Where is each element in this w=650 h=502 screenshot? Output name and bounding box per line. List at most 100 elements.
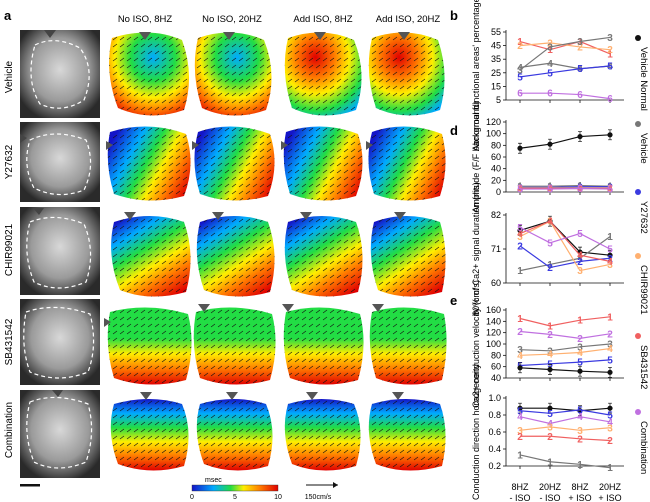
data-point-marker: 3: [607, 423, 613, 434]
data-point-marker: 1: [577, 316, 583, 327]
y-tick-label: 80: [491, 350, 501, 360]
y-tick-label: 0.2: [488, 461, 501, 471]
data-point-marker: 3: [607, 340, 613, 351]
data-point-marker: 1: [607, 463, 613, 474]
y-tick-label: 160: [486, 305, 501, 315]
series-line: [520, 407, 611, 412]
data-point-marker: 3: [577, 342, 583, 353]
data-point-marker: 6: [577, 90, 583, 101]
data-point-marker: 2: [547, 330, 553, 341]
legend-label-combination: Combination: [638, 421, 649, 474]
series-line: [519, 245, 611, 269]
data-point-marker: 3: [547, 346, 553, 357]
colorbar-tick-10: 10: [274, 494, 282, 501]
x-tick-2: 20HZ: [539, 482, 562, 492]
column-header-1: No ISO, 8HZ: [118, 14, 173, 25]
data-point-marker: 5: [607, 355, 613, 366]
series-line: [519, 359, 611, 367]
colorbar-gradient: [191, 484, 279, 492]
series-line: [519, 40, 611, 55]
data-point-marker: 4: [517, 351, 523, 362]
panel-label-b: b: [450, 8, 458, 23]
y-tick-label: 140: [486, 316, 501, 326]
error-bar: [608, 402, 612, 414]
data-point-marker: 3: [607, 33, 613, 44]
map-combination-3: [284, 392, 361, 471]
map-vehicle-1: [109, 32, 190, 116]
y-tick-label: 71: [491, 244, 501, 254]
data-point-marker: 3: [517, 345, 523, 356]
data-point-marker: 3: [607, 183, 613, 194]
legend-sb431542: SB431542: [635, 333, 649, 389]
y-tick-label: 100: [486, 339, 501, 349]
data-point-marker: 2: [517, 41, 523, 52]
data-point-marker: 3: [517, 232, 523, 243]
panel-label-a: a: [4, 8, 12, 23]
data-point-marker: 5: [547, 185, 553, 196]
error-bar: [608, 129, 612, 141]
map-sb431542-1: [104, 307, 192, 385]
error-bar: [548, 364, 552, 375]
x-axis-labels: 8HZ 20HZ 8HZ 20HZ - ISO - ISO + ISO + IS…: [509, 482, 621, 502]
error-bar: [518, 402, 522, 414]
data-point-marker: 2: [607, 45, 613, 56]
row-label-sb431542: SB431542: [4, 318, 15, 365]
data-point-marker: 2: [577, 42, 583, 53]
error-bar: [518, 142, 522, 154]
map-vehicle-2: [194, 32, 272, 116]
x-group-4: + ISO: [598, 493, 621, 502]
data-point-marker: 5: [577, 358, 583, 369]
data-point-marker: 1: [517, 266, 523, 277]
y-tick-label: 82: [491, 210, 501, 220]
data-point-marker: 6: [547, 89, 553, 100]
legend-label-vehicle: Vehicle: [638, 133, 649, 164]
legend: Vehicle Normal Vehicle Y27632 CHIR99021 …: [635, 35, 649, 474]
row-label-y27632: Y27632: [4, 144, 15, 179]
data-point-marker: 2: [577, 434, 583, 445]
map-sb431542-4: [369, 304, 447, 385]
y-tick-label: 100: [486, 129, 501, 139]
y-tick-label: 1.0: [488, 393, 501, 403]
y-axis-label: Abnormal functional areas' percentage (%…: [471, 0, 481, 151]
data-point-marker: 2: [547, 432, 553, 443]
x-tick-1: 8HZ: [511, 482, 529, 492]
data-point-marker: 3: [547, 422, 553, 433]
data-point-marker: 1: [607, 182, 613, 193]
data-point-marker: 6: [607, 94, 613, 105]
series-line: [519, 343, 611, 352]
data-point-marker: 1: [577, 37, 583, 48]
data-point-marker: 5: [517, 185, 523, 196]
x-tick-3: 8HZ: [571, 482, 589, 492]
data-point-marker: 4: [547, 217, 553, 228]
y-tick-label: 80: [491, 140, 501, 150]
y-tick-label: 60: [491, 152, 501, 162]
y-tick-label: 0: [496, 187, 501, 197]
data-point-marker: 3: [577, 426, 583, 437]
legend-label-chir99021: CHIR99021: [638, 265, 649, 315]
data-point-marker: 5: [607, 411, 613, 422]
data-point-marker: 2: [607, 254, 613, 265]
data-point-marker: 4: [577, 412, 583, 423]
data-point-marker: 2: [577, 334, 583, 345]
x-group-1: - ISO: [509, 493, 530, 502]
y-tick-label: 120: [486, 328, 501, 338]
series-line: [519, 347, 611, 356]
data-point-marker: 1: [547, 260, 553, 271]
series-line: [519, 65, 611, 78]
map-combination-4: [368, 392, 446, 471]
series-line: [519, 134, 611, 149]
data-point-marker: 4: [577, 348, 583, 359]
data-point-marker: 6: [517, 89, 523, 100]
colorbar-unit: msec: [205, 477, 222, 484]
data-point-marker: 5: [607, 62, 613, 73]
y-tick-label: 45: [491, 41, 501, 51]
map-chir99021-3: [284, 212, 363, 297]
panel-label-e: e: [450, 293, 457, 308]
y-axis-label: Amplitude (F/F background): [471, 101, 481, 213]
y-tick-label: 60: [491, 362, 501, 372]
data-point-marker: 5: [607, 245, 613, 256]
legend-vehicle: Vehicle: [635, 121, 649, 164]
data-point-marker: 3: [547, 42, 553, 53]
